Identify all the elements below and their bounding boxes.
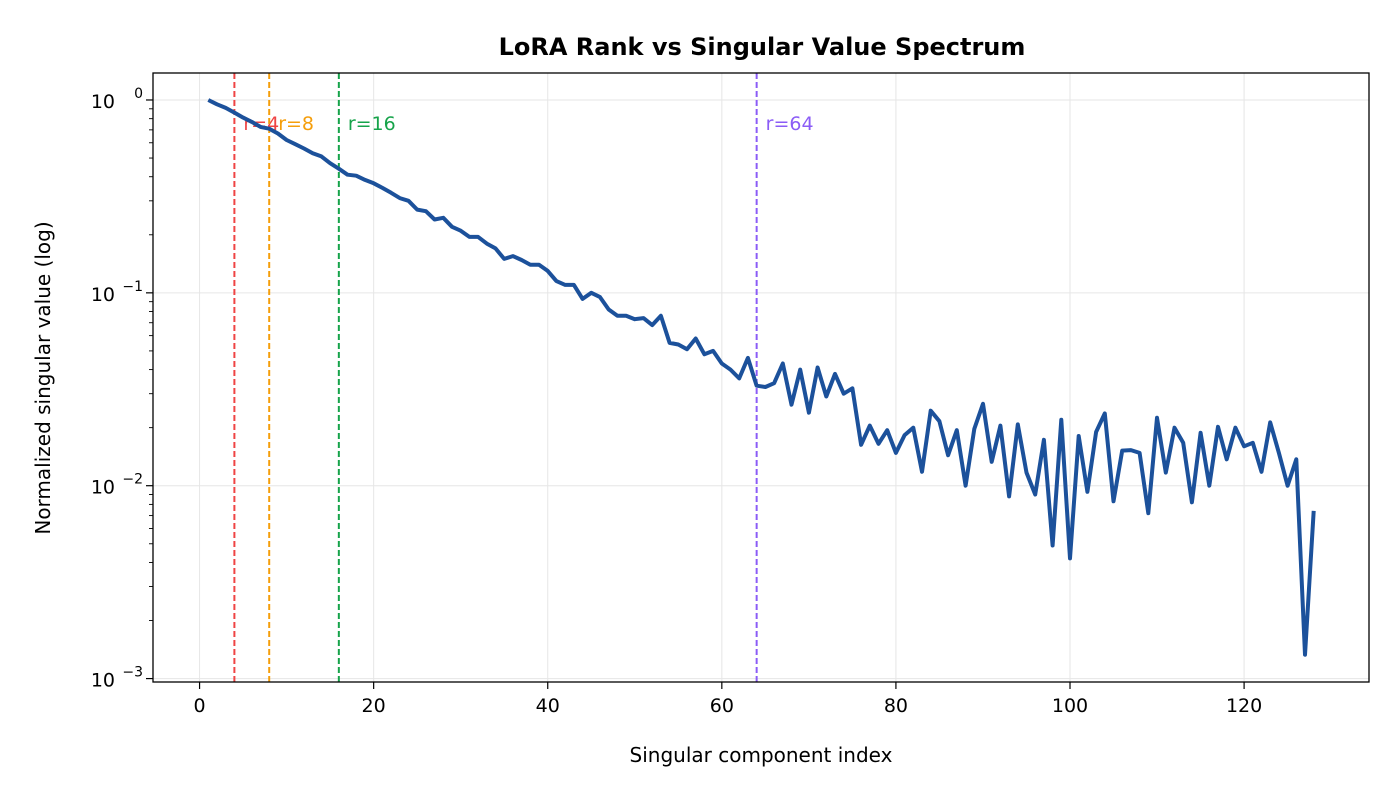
x-tick-label: 100	[1052, 695, 1088, 717]
y-tick-exponent: −3	[122, 665, 143, 681]
x-axis-label: Singular component index	[630, 743, 893, 767]
y-tick-exponent: −1	[122, 279, 143, 295]
x-tick-label: 40	[536, 695, 560, 717]
rank-label: r=8	[278, 113, 314, 135]
chart-title: LoRA Rank vs Singular Value Spectrum	[499, 33, 1026, 61]
y-tick-base: 10	[91, 91, 115, 113]
rank-label: r=64	[766, 113, 814, 135]
x-tick-label: 0	[194, 695, 206, 717]
y-axis-label: Normalized singular value (log)	[31, 221, 55, 534]
y-tick-label: 10	[91, 91, 115, 113]
y-tick-base: 10	[91, 477, 115, 499]
x-tick-label: 80	[884, 695, 908, 717]
y-tick-base: 10	[91, 670, 115, 692]
y-tick-exponent: 0	[134, 86, 143, 102]
x-tick-label: 20	[362, 695, 386, 717]
x-tick-label: 120	[1226, 695, 1262, 717]
rank-label: r=16	[348, 113, 396, 135]
y-tick-label: 10	[91, 477, 115, 499]
y-tick-exponent: −2	[122, 472, 143, 488]
y-tick-label: 10	[91, 284, 115, 306]
y-tick-label: 10	[91, 670, 115, 692]
x-tick-label: 60	[710, 695, 734, 717]
y-tick-base: 10	[91, 284, 115, 306]
